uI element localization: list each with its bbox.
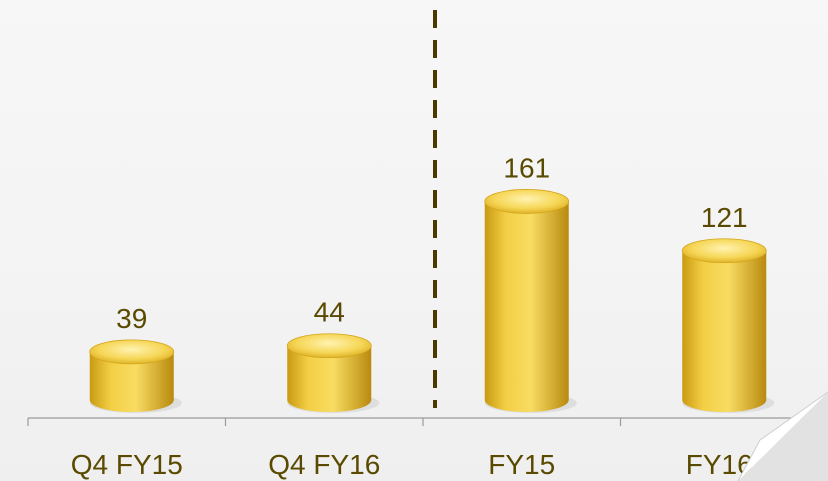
bar-2 — [286, 333, 380, 413]
bar-body — [287, 345, 372, 413]
bar-4 — [681, 238, 775, 413]
bar-1 — [89, 339, 182, 413]
data-label-1: 39 — [116, 303, 147, 334]
page-curl-decoration — [737, 391, 828, 481]
bar-top — [286, 333, 372, 359]
bar-top — [484, 189, 570, 214]
bar-3 — [484, 189, 577, 413]
bar-top — [89, 339, 175, 365]
data-label-3: 161 — [503, 152, 550, 183]
category-label-2: Q4 FY16 — [268, 449, 380, 480]
bar-body — [484, 201, 569, 413]
category-label-3: FY15 — [488, 449, 555, 480]
bar-top — [681, 238, 767, 264]
category-label-1: Q4 FY15 — [71, 449, 183, 480]
bars-group — [89, 189, 775, 413]
data-label-2: 44 — [314, 297, 345, 328]
x-axis — [27, 417, 819, 426]
bar-body — [682, 250, 767, 413]
data-label-4: 121 — [701, 202, 748, 233]
bar-body — [89, 351, 174, 413]
